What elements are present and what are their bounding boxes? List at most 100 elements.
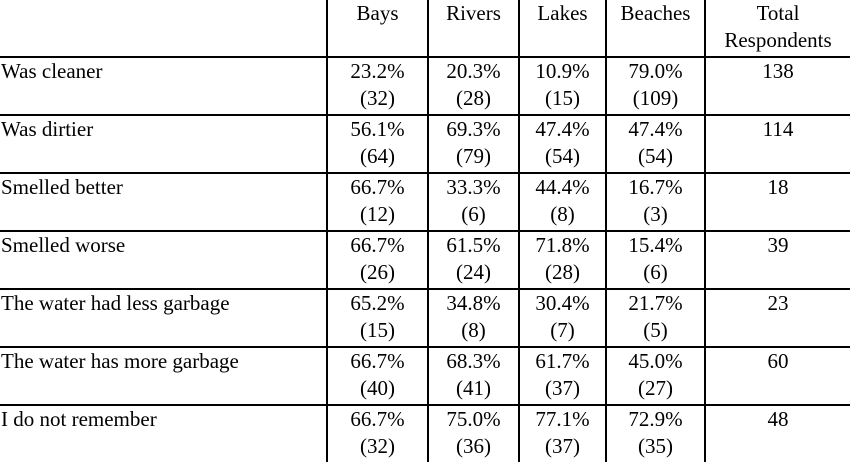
count-value: (28) <box>545 260 580 284</box>
data-cell: 79.0% (109) <box>605 56 705 115</box>
total-respondents-cell: 138 <box>704 56 850 115</box>
table-row: I do not remember 66.7% (32) 75.0% (36) 77.1%… <box>0 404 850 462</box>
total-respondents-cell: 23 <box>704 288 850 347</box>
total-respondents-cell: 60 <box>704 346 850 405</box>
count-value: (64) <box>360 144 395 168</box>
table-row: Was dirtier 56.1% (64) 69.3% (79) 47.4% (54) 47… <box>0 114 850 173</box>
percent-value: 44.4% <box>535 175 590 199</box>
total-respondents-cell: 48 <box>704 404 850 462</box>
count-value: (37) <box>545 376 580 400</box>
percent-value: 23.2% <box>350 59 405 83</box>
data-cell: 72.9% (35) <box>605 404 705 462</box>
count-value: (32) <box>360 434 395 458</box>
percent-value: 30.4% <box>535 291 590 315</box>
count-value: (37) <box>545 434 580 458</box>
count-value: (6) <box>461 202 486 226</box>
row-label: I do not remember <box>0 404 327 462</box>
header-beaches: Beaches <box>605 0 705 57</box>
count-value: (35) <box>638 434 673 458</box>
data-cell: 61.7% (37) <box>518 346 606 405</box>
total-respondents-cell: 39 <box>704 230 850 289</box>
data-cell: 66.7% (12) <box>326 172 428 231</box>
count-value: (3) <box>643 202 668 226</box>
percent-value: 20.3% <box>446 59 501 83</box>
data-cell: 68.3% (41) <box>427 346 519 405</box>
percent-value: 72.9% <box>628 407 683 431</box>
percent-value: 79.0% <box>628 59 683 83</box>
header-rivers: Rivers <box>427 0 519 57</box>
row-label: Was cleaner <box>0 56 327 115</box>
count-value: (32) <box>360 86 395 110</box>
data-cell: 23.2% (32) <box>326 56 428 115</box>
percent-value: 66.7% <box>350 349 405 373</box>
percent-value: 33.3% <box>446 175 501 199</box>
count-value: (26) <box>360 260 395 284</box>
count-value: (24) <box>456 260 491 284</box>
percent-value: 45.0% <box>628 349 683 373</box>
table-row: The water has more garbage 66.7% (40) 68.3%… <box>0 346 850 405</box>
percent-value: 61.5% <box>446 233 501 257</box>
header-total-respondents: Total Respondents <box>704 0 850 57</box>
header-bays: Bays <box>326 0 428 57</box>
data-cell: 69.3% (79) <box>427 114 519 173</box>
row-label: The water had less garbage <box>0 288 327 347</box>
percent-value: 75.0% <box>446 407 501 431</box>
data-cell: 47.4% (54) <box>518 114 606 173</box>
data-cell: 75.0% (36) <box>427 404 519 462</box>
header-total-line-1: Total <box>756 1 800 25</box>
percent-value: 10.9% <box>535 59 590 83</box>
percent-value: 15.4% <box>628 233 683 257</box>
count-value: (27) <box>638 376 673 400</box>
count-value: (54) <box>545 144 580 168</box>
percent-value: 69.3% <box>446 117 501 141</box>
percent-value: 65.2% <box>350 291 405 315</box>
data-cell: 16.7% (3) <box>605 172 705 231</box>
count-value: (79) <box>456 144 491 168</box>
count-value: (5) <box>643 318 668 342</box>
count-value: (40) <box>360 376 395 400</box>
data-cell: 71.8% (28) <box>518 230 606 289</box>
count-value: (15) <box>360 318 395 342</box>
data-cell: 66.7% (40) <box>326 346 428 405</box>
percent-value: 61.7% <box>535 349 590 373</box>
percent-value: 77.1% <box>535 407 590 431</box>
row-label: Smelled better <box>0 172 327 231</box>
data-cell: 34.8% (8) <box>427 288 519 347</box>
count-value: (36) <box>456 434 491 458</box>
count-value: (8) <box>461 318 486 342</box>
row-label: Was dirtier <box>0 114 327 173</box>
header-total-line-2: Respondents <box>724 28 832 52</box>
data-cell: 56.1% (64) <box>326 114 428 173</box>
data-cell: 33.3% (6) <box>427 172 519 231</box>
percent-value: 47.4% <box>628 117 683 141</box>
total-respondents-cell: 114 <box>704 114 850 173</box>
table-row: Smelled better 66.7% (12) 33.3% (6) 44.4% (8) 1… <box>0 172 850 231</box>
data-cell: 45.0% (27) <box>605 346 705 405</box>
percent-value: 56.1% <box>350 117 405 141</box>
percent-value: 34.8% <box>446 291 501 315</box>
percent-value: 68.3% <box>446 349 501 373</box>
data-cell: 61.5% (24) <box>427 230 519 289</box>
count-value: (8) <box>550 202 575 226</box>
percent-value: 66.7% <box>350 233 405 257</box>
percent-value: 71.8% <box>535 233 590 257</box>
data-cell: 30.4% (7) <box>518 288 606 347</box>
count-value: (28) <box>456 86 491 110</box>
count-value: (6) <box>643 260 668 284</box>
count-value: (15) <box>545 86 580 110</box>
table-row: Smelled worse 66.7% (26) 61.5% (24) 71.8% (28)… <box>0 230 850 289</box>
percent-value: 66.7% <box>350 407 405 431</box>
data-cell: 15.4% (6) <box>605 230 705 289</box>
count-value: (54) <box>638 144 673 168</box>
percent-value: 66.7% <box>350 175 405 199</box>
count-value: (12) <box>360 202 395 226</box>
data-cell: 20.3% (28) <box>427 56 519 115</box>
row-label: Smelled worse <box>0 230 327 289</box>
data-cell: 44.4% (8) <box>518 172 606 231</box>
data-cell: 65.2% (15) <box>326 288 428 347</box>
data-cell: 77.1% (37) <box>518 404 606 462</box>
data-cell: 10.9% (15) <box>518 56 606 115</box>
header-row: Bays Rivers Lakes Beaches Total Responde… <box>0 0 850 57</box>
header-label-cell <box>0 0 327 57</box>
